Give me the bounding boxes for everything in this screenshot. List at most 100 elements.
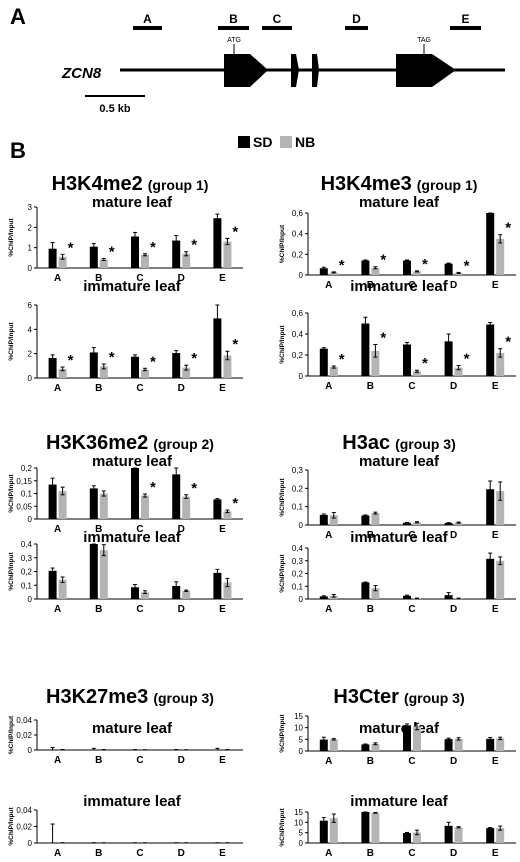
x-tick-label: E [219,604,226,615]
gene-diagram: A ATG TAG ZCN8 0.5 kb A B C D E [10,4,505,115]
bar-nb [182,590,191,599]
x-tick-label: E [492,530,499,541]
significance-marker: * [464,257,470,274]
significance-marker: * [422,355,428,372]
region-label-b: B [229,12,238,26]
gene-name: ZCN8 [61,65,102,82]
bar-sd [319,348,328,376]
y-axis-label: %ChIP/Input [279,478,286,517]
x-tick-label: E [219,273,226,284]
y-axis-label: %ChIP/Input [279,554,286,593]
bar-nb [182,253,191,268]
x-tick-label: A [54,604,61,615]
x-tick-label: B [367,381,374,392]
y-tick-label: 0,2 [292,351,304,360]
panel-a-letter: A [10,4,26,29]
y-tick-label: 0,6 [292,309,304,318]
y-tick-label: 0,4 [21,540,33,549]
y-axis-label: %ChIP/Input [8,715,15,754]
x-tick-label: D [450,756,457,767]
significance-marker: * [339,351,345,368]
y-tick-label: 0,1 [292,582,304,591]
bar-sd [319,820,328,843]
bar-nb [329,818,338,843]
x-tick-label: D [178,604,185,615]
bar-sd [48,248,57,268]
bar-sd [319,596,328,599]
x-tick-label: B [367,280,374,291]
x-tick-label: E [219,383,226,394]
bar-nb [99,550,108,599]
chart-1: immature leaf %ChIP/Input 0 2 4 6 A * B * C * D * E * [8,278,243,394]
chart-subtitle: mature leaf [92,453,173,470]
y-tick-label: 0 [299,271,304,280]
y-tick-label: 0 [299,521,304,530]
bar-nb [141,495,149,519]
x-tick-label: D [178,383,185,394]
y-tick-label: 0,2 [292,250,304,259]
bar-sd [131,236,139,268]
bar-nb [413,371,421,376]
x-tick-label: A [325,530,332,541]
chart-subtitle: immature leaf [83,278,182,295]
bar-nb [329,272,338,275]
y-tick-label: 1 [28,244,33,253]
chart-subtitle: immature leaf [350,793,449,810]
y-tick-label: 0 [28,595,33,604]
y-tick-label: 0,6 [292,209,304,218]
chart-title-name: H3K4me3 [321,173,412,195]
bar-nb [58,579,67,599]
bar-nb [413,726,421,751]
x-tick-label: C [136,383,143,394]
chart-10: H3Cter (group 3) mature leaf %ChIP/Input 0 5 1… [279,686,516,767]
x-tick-label: E [492,280,499,291]
y-tick-label: 15 [294,808,303,817]
bar-sd [48,484,57,519]
significance-marker: * [150,353,156,370]
legend-swatch-nb [280,136,292,148]
bar-sd [403,595,411,599]
chart-subtitle: mature leaf [359,453,440,470]
chart-title: H3K27me3 (group 3) [46,686,214,708]
bar-sd [403,522,411,525]
y-tick-label: 0 [299,839,304,848]
panel-b-letter: B [10,138,26,163]
bar-nb [454,367,463,376]
bar-sd [361,744,370,751]
chart-title-name: H3K36me2 [46,432,148,454]
y-axis-label: %ChIP/Input [8,552,15,591]
y-tick-label: 0,4 [292,330,304,339]
chart-title-group: (group 3) [404,690,465,706]
bar-nb [99,366,108,378]
bar-sd [213,218,222,268]
chart-9: immature leaf %ChIP/Input 0 0,02 0,04 A B C D E [8,793,243,859]
bar-sd [319,268,328,275]
y-tick-label: 0,4 [292,544,304,553]
bar-nb [223,241,232,268]
y-tick-label: 0 [299,747,304,756]
x-tick-label: B [367,530,374,541]
bar-sd [361,812,370,843]
y-tick-label: 0,02 [16,823,32,832]
x-tick-label: B [367,756,374,767]
chart-title: H3K4me3 (group 1) [321,173,478,195]
bar-sd [444,522,453,525]
bar-sd [172,585,181,599]
x-tick-label: B [95,524,102,535]
bar-sd [89,352,98,378]
significance-marker: * [109,243,115,260]
legend-label-nb: NB [295,134,315,150]
y-tick-label: 0,3 [292,557,304,566]
bar-sd [403,725,411,751]
bar-nb [496,738,505,751]
chart-subtitle: immature leaf [350,278,449,295]
y-tick-label: 0 [299,595,304,604]
x-tick-label: B [367,604,374,615]
x-tick-label: D [178,273,185,284]
x-tick-label: B [367,848,374,859]
significance-marker: * [505,220,511,237]
y-tick-label: 6 [28,301,33,310]
x-tick-label: A [54,273,61,284]
x-tick-label: D [178,755,185,766]
significance-marker: * [109,349,115,366]
